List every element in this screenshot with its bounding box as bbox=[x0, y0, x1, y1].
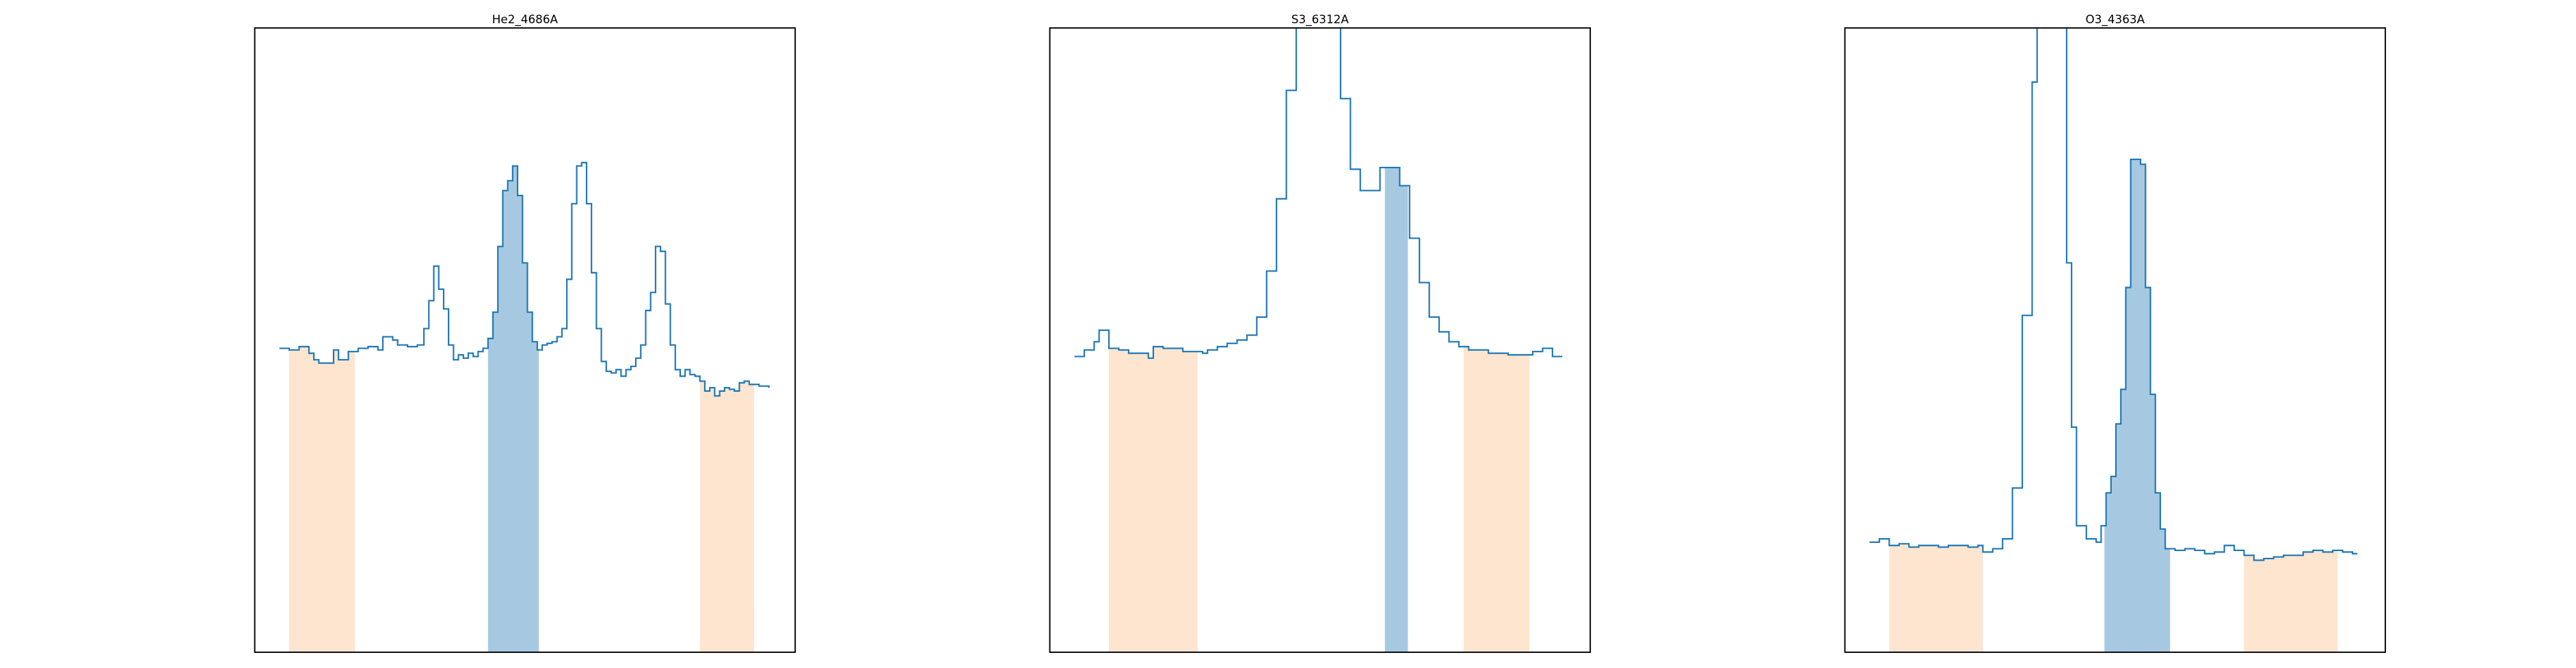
shaded-region bbox=[699, 381, 755, 652]
axes-frame bbox=[254, 27, 796, 653]
axes-frame bbox=[1844, 27, 2387, 653]
shaded-region bbox=[1889, 544, 1983, 652]
shaded-region bbox=[1109, 347, 1198, 652]
shaded-region bbox=[487, 165, 539, 652]
panel bbox=[1074, 27, 1563, 652]
step-line bbox=[279, 161, 770, 397]
panel bbox=[279, 161, 770, 652]
step-line bbox=[1869, 27, 2358, 561]
axes-frame bbox=[1049, 27, 1592, 653]
shaded-region bbox=[1464, 347, 1530, 652]
panel-title: S3_6312A bbox=[1291, 12, 1349, 27]
step-line bbox=[1074, 27, 1563, 359]
panel-title: O3_4363A bbox=[2086, 12, 2145, 27]
shaded-region bbox=[1384, 168, 1408, 652]
shaded-region bbox=[289, 347, 355, 652]
shaded-region bbox=[2104, 159, 2171, 652]
panel-title: He2_4686A bbox=[492, 12, 559, 27]
shaded-region bbox=[2244, 550, 2338, 652]
panel bbox=[1869, 27, 2358, 652]
